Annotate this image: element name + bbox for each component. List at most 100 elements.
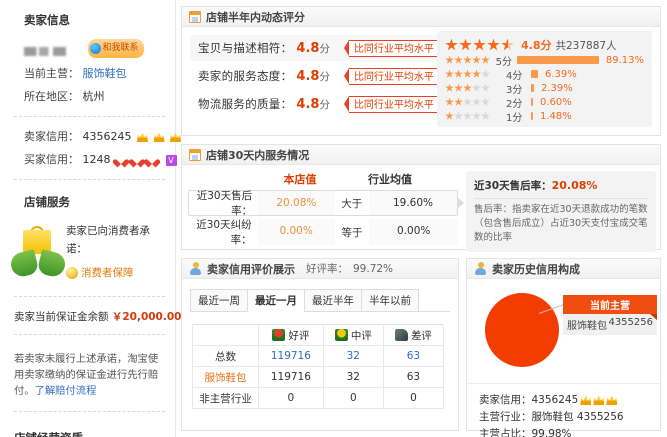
distribution-bar — [531, 84, 534, 92]
main-category-row: 当前主营： 服饰鞋包 — [0, 62, 175, 85]
star-icon — [463, 55, 472, 64]
distribution-percent: 89.13% — [605, 54, 644, 66]
info-label: 主营占比： — [479, 428, 532, 437]
page-title: 卖家信息 — [24, 13, 70, 27]
star-icon — [445, 111, 454, 120]
rating-period-tabs[interactable]: 最近一周 最近一月 最近半年 半年以前 — [190, 289, 458, 312]
column-good-label: 好评 — [288, 329, 310, 342]
divider — [14, 116, 165, 117]
credit-composition-header: 卖家历史信用构成 — [467, 259, 660, 279]
info-label: 卖家信用： — [479, 394, 532, 406]
star-icon — [463, 83, 472, 92]
crown-icon — [580, 395, 592, 405]
dynamic-score-title: 店铺半年内动态评分 — [206, 10, 305, 24]
table-row: 近30天纠纷率： 0.00% 等于 0.00% — [188, 219, 458, 246]
row-value: 0 — [322, 387, 384, 409]
tooltip-description: 售后率：指卖家在近30天退款成功的笔数（包含售后成立）占近30天支付宝成交笔数的… — [474, 204, 648, 243]
distribution-bar — [516, 56, 599, 64]
row-value[interactable]: 119716 — [258, 345, 324, 367]
credit-rating-card: 卖家信用评价展示 好评率： 99.72% 最近一周 最近一月 最近半年 半年以前 好评… — [181, 258, 459, 431]
row-value: 0 — [258, 387, 324, 409]
crown-icon — [153, 132, 165, 142]
arrow-left-icon — [343, 68, 349, 84]
consumer-promise-row: 卖家已向消费者承诺： 消费者保障 — [0, 218, 175, 286]
arrow-left-icon — [343, 96, 349, 112]
rating-distribution-box: 4.8分 共237887人 5分 89.13% 4分 6.39% 3分 2.39% 2分 0.… — [437, 31, 652, 127]
info-row: 卖家信用：4356245 — [479, 392, 660, 409]
shopping-bag-hands-icon — [8, 226, 68, 279]
distribution-percent: 6.39% — [545, 68, 577, 80]
tab-0[interactable]: 最近一周 — [190, 289, 248, 312]
buyer-credit-value: 1248 — [82, 153, 111, 166]
score-unit: 分 — [319, 42, 330, 55]
table-row: 非主营行业 0 0 0 — [192, 387, 445, 409]
row-value: 0 — [382, 387, 445, 409]
heart-icon — [132, 155, 142, 165]
dynamic-score-card: 店铺半年内动态评分 宝贝与描述相符： 4.8 分 比同行业平均水平 高 14.3… — [181, 6, 661, 136]
star-icon — [481, 97, 490, 106]
rating-distribution-list: 5分 89.13% 4分 6.39% 3分 2.39% 2分 0.60% 1分 1.48% — [445, 53, 644, 124]
mini-star-rating — [445, 97, 503, 107]
crown-icon — [606, 395, 618, 405]
rating-distribution-row: 1分 1.48% — [445, 109, 644, 124]
table-row: 服饰鞋包 119716 32 63 — [192, 366, 445, 388]
deposit-note: 若卖家未履行上述承诺，淘宝使用卖家缴纳的保证金进行先行赔付。了解赔付流程 — [0, 343, 175, 403]
column-bad: 差评 — [382, 324, 445, 346]
star-icon — [481, 55, 490, 64]
thirty-day-header: 店铺30天内服务情况 — [182, 145, 660, 165]
score-unit: 分 — [319, 70, 330, 83]
distribution-label: 1分 — [506, 112, 523, 124]
thirty-day-table: 本店值 行业均值 近30天售后率： 20.08% 大于 19.60% 近30天纠… — [182, 171, 464, 252]
distribution-bar — [531, 112, 533, 120]
deposit-label: 卖家当前保证金余额 — [14, 311, 109, 323]
compensation-process-link[interactable]: 了解赔付流程 — [34, 385, 97, 397]
distribution-percent: 0.60% — [540, 96, 572, 108]
consumer-protection-row[interactable]: 消费者保障 — [66, 264, 169, 282]
deposit-currency: ￥ — [111, 311, 123, 323]
main-category-label: 当前主营： — [24, 67, 79, 80]
star-icon — [463, 111, 472, 120]
mini-star-rating — [445, 69, 503, 79]
seller-credit-value: 4356245 — [82, 130, 132, 143]
star-icon — [454, 69, 463, 78]
seller-nickname-masked — [24, 46, 80, 56]
seller-info-sidebar: 卖家信息 和我联系 当前主营： 服饰鞋包 所在地区： 杭州 卖家信用： 4356… — [0, 0, 195, 437]
row-compare: 大于 — [341, 197, 363, 210]
score-label: 卖家的服务态度： — [198, 69, 293, 83]
distribution-label: 5分 — [495, 56, 513, 68]
neutral-review-icon — [334, 329, 348, 341]
heart-icon — [147, 155, 157, 165]
consumer-protection-label: 消费者保障 — [81, 267, 134, 279]
calendar-icon — [189, 10, 201, 23]
tab-2[interactable]: 最近半年 — [304, 289, 362, 312]
divider — [474, 198, 648, 199]
rating-distribution-row: 3分 2.39% — [445, 81, 644, 96]
row-industry-value: 0.00% — [369, 219, 458, 245]
mini-star-rating — [445, 83, 503, 93]
compare-label: 比同行业平均水平 — [348, 95, 439, 113]
contact-seller-button[interactable]: 和我联系 — [87, 39, 144, 58]
pie-info-block: 卖家信用：4356245 主营行业：服饰鞋包 4355256 主营占比：99.9… — [467, 383, 660, 437]
column-industry-avg: 行业均值 — [368, 173, 412, 186]
crown-icon — [170, 132, 181, 142]
row-value[interactable]: 32 — [322, 345, 384, 367]
tab-1[interactable]: 最近一月 — [247, 289, 305, 312]
info-value: 99.98% — [531, 428, 572, 437]
star-icon — [445, 69, 454, 78]
user-icon — [189, 262, 202, 275]
row-label: 近30天售后率： — [196, 190, 253, 217]
star-half-icon — [501, 38, 514, 51]
thirty-day-body: 本店值 行业均值 近30天售后率： 20.08% 大于 19.60% 近30天纠… — [182, 165, 660, 252]
row-value[interactable]: 63 — [382, 345, 445, 367]
star-icon — [454, 83, 463, 92]
pie-callout: 当前主营 服饰鞋包 4355256 — [563, 295, 657, 335]
pointer-icon — [457, 197, 464, 209]
region-value: 杭州 — [82, 90, 105, 103]
deposit-note-text: 若卖家未履行上述承诺，淘宝使用卖家缴纳的保证金进行先行赔付。 — [14, 353, 159, 397]
row-own-value: 0.00% — [257, 219, 335, 245]
seller-name-row: 和我联系 — [0, 36, 175, 62]
seller-credit-label: 卖家信用： — [24, 130, 79, 143]
tab-3[interactable]: 半年以前 — [361, 289, 419, 312]
mini-star-rating — [445, 55, 493, 65]
main-category-link[interactable]: 服饰鞋包 — [82, 67, 127, 80]
